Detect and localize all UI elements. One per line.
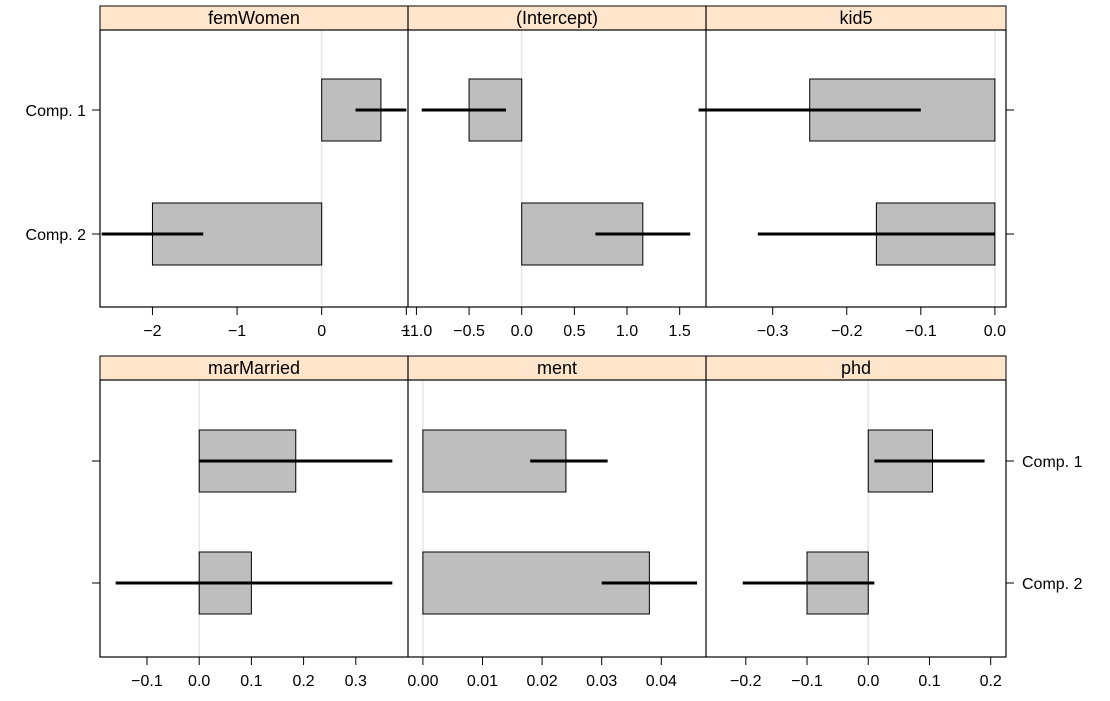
panel-title: ment xyxy=(537,358,577,378)
x-tick-label: 0.01 xyxy=(467,673,498,690)
x-tick-label: 0.3 xyxy=(345,673,367,690)
strip xyxy=(705,5,1007,31)
panel-row-frame xyxy=(99,379,1007,658)
x-tick-label: −1 xyxy=(228,323,246,340)
panel-intercept: (Intercept) −1.0 −0.5 0.0 0.5 1.0 1.5 xyxy=(401,5,707,340)
panel-row-frame xyxy=(99,29,1007,308)
strip xyxy=(99,5,409,31)
panel-phd: phd −0.2 −0.1 0.0 0.1 0.2 xyxy=(705,355,1007,690)
x-tick-label: 0 xyxy=(317,323,326,340)
x-tick-label: −0.1 xyxy=(905,323,937,340)
x-tick-label: 0.02 xyxy=(527,673,558,690)
panel-ment: ment 0.00 0.01 0.02 0.03 0.04 xyxy=(407,355,707,690)
x-tick-label: 0.5 xyxy=(563,323,585,340)
x-tick-label: 0.1 xyxy=(240,673,262,690)
x-tick-label: −0.5 xyxy=(453,323,485,340)
panel-marmarried: marMarried −0.1 0.0 0.1 0.2 0.3 xyxy=(99,355,409,690)
panel-kid5: kid5 −0.3 −0.2 −0.1 0.0 xyxy=(698,5,1007,340)
x-tick-label: 1.0 xyxy=(616,323,638,340)
x-tick-label: −0.3 xyxy=(757,323,789,340)
panel-title: phd xyxy=(841,358,871,378)
x-tick-label: −0.2 xyxy=(831,323,863,340)
panel-title: femWomen xyxy=(208,8,300,28)
x-tick-label: 0.0 xyxy=(984,323,1006,340)
x-tick-label: 0.0 xyxy=(857,673,879,690)
x-tick-label: −2 xyxy=(143,323,161,340)
strip xyxy=(99,355,409,381)
y-label-2: Comp. 2 xyxy=(1022,576,1083,593)
x-tick-label: 0.0 xyxy=(511,323,533,340)
x-tick-label: 0.04 xyxy=(646,673,677,690)
x-tick-label: −0.1 xyxy=(131,673,163,690)
panel-femwomen: femWomen −2 −1 0 1 xyxy=(99,5,411,340)
y-label-1: Comp. 1 xyxy=(26,103,87,120)
panel-title: (Intercept) xyxy=(516,8,598,28)
x-tick-label: 0.2 xyxy=(980,673,1002,690)
y-label-1: Comp. 1 xyxy=(1022,454,1083,471)
x-tick-label: 0.2 xyxy=(292,673,314,690)
panel-title: kid5 xyxy=(839,8,872,28)
x-tick-label: −1.0 xyxy=(401,323,433,340)
x-tick-label: 0.03 xyxy=(586,673,617,690)
x-tick-label: 0.1 xyxy=(918,673,940,690)
x-tick-label: −0.2 xyxy=(730,673,762,690)
x-tick-label: 1.5 xyxy=(669,323,691,340)
y-label-2: Comp. 2 xyxy=(26,227,87,244)
panel-title: marMarried xyxy=(208,358,300,378)
x-tick-label: 1 xyxy=(402,323,411,340)
x-tick-label: −0.1 xyxy=(791,673,823,690)
x-tick-label: 0.00 xyxy=(407,673,438,690)
x-tick-label: 0.0 xyxy=(188,673,210,690)
